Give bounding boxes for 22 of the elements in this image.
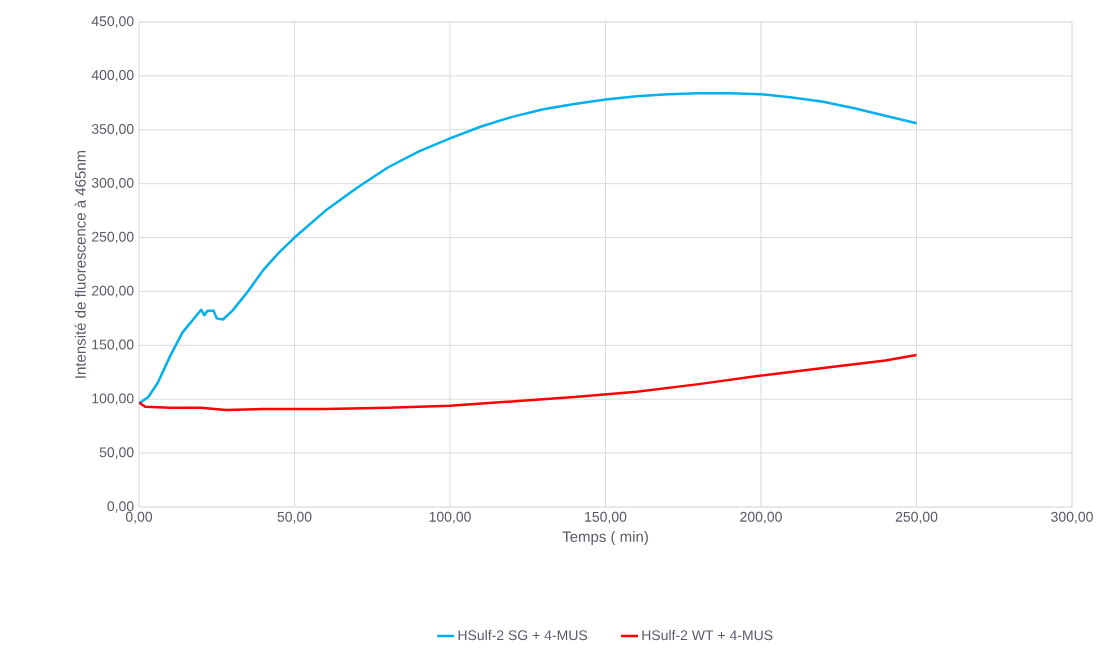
y-tick-label: 450,00 [91,16,134,28]
x-tick-label: 250,00 [895,511,938,524]
y-tick-label: 400,00 [91,70,134,82]
x-tick-label: 100,00 [429,511,471,524]
y-axis-title: Intensité de fluorescence à 465nm [74,150,86,378]
x-tick-label: 300,00 [1051,511,1093,524]
y-tick-label: 150,00 [92,339,134,352]
x-axis-title: Temps ( min) [562,530,648,545]
x-tick-label: 150,00 [585,511,627,524]
y-tick-label: 250,00 [92,231,134,244]
line-series [139,91,918,405]
x-tick-label: 0,00 [125,511,153,524]
y-tick-label: 50,00 [99,447,134,459]
y-tick-label: 100,00 [92,393,134,406]
legend-label: HSulf-2 WT + 4-MUS [642,629,773,641]
y-tick-label: 0,00 [107,501,134,513]
x-tick-label: 200,00 [740,511,782,524]
y-tick-label: 350,00 [91,123,134,136]
y-tick-label: 200,00 [92,285,134,298]
y-tick-label: 300,00 [91,177,134,190]
legend-label: HSulf-2 SG + 4-MUS [458,629,588,641]
x-tick-label: 50,00 [277,511,312,524]
